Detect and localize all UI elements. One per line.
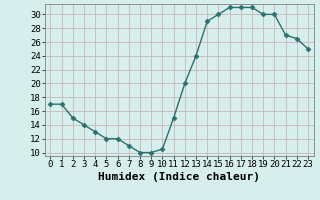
X-axis label: Humidex (Indice chaleur): Humidex (Indice chaleur)	[98, 172, 260, 182]
